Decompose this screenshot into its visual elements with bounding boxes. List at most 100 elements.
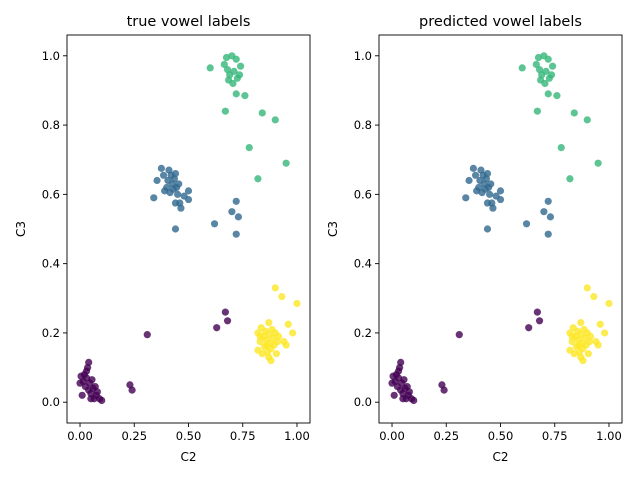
- y-tick-label: 0.0: [354, 395, 372, 409]
- data-point: [546, 213, 555, 221]
- y-tick-label: 0.2: [354, 326, 372, 340]
- y-axis-label: C3: [326, 221, 340, 237]
- data-point: [157, 164, 165, 172]
- data-point: [568, 332, 576, 340]
- data-point: [469, 164, 477, 172]
- data-point: [228, 208, 236, 216]
- data-point: [234, 213, 242, 221]
- data-point: [394, 374, 403, 382]
- x-tick-label: 0.50: [488, 429, 514, 443]
- data-point: [265, 353, 273, 361]
- data-point: [544, 55, 552, 63]
- x-tick-label: 0.00: [379, 429, 405, 443]
- data-point: [540, 208, 548, 216]
- data-point: [88, 376, 96, 384]
- data-point: [271, 116, 279, 124]
- data-point: [256, 332, 264, 340]
- data-point: [541, 79, 549, 88]
- data-point: [592, 337, 600, 346]
- subplot-title: true vowel labels: [127, 14, 251, 30]
- right-subplot: 0.00 0.25 0.50 0.75 1.00 0.0 0.2 0.4 0.6 0.8 1.0 pr…: [326, 14, 623, 464]
- data-point: [390, 391, 398, 399]
- data-point: [583, 116, 591, 124]
- data-point: [177, 204, 185, 212]
- data-point: [254, 175, 262, 183]
- data-point: [213, 324, 221, 332]
- data-point: [596, 320, 604, 328]
- data-point: [496, 187, 505, 195]
- axes-frame: [378, 34, 623, 424]
- data-point: [570, 350, 578, 358]
- y-axis-label: C3: [14, 221, 28, 237]
- data-point: [271, 284, 279, 292]
- y-tick-label: 0.0: [42, 395, 60, 409]
- x-tick-label: 0.75: [230, 429, 256, 443]
- data-point: [272, 350, 280, 358]
- y-tick-label: 0.6: [42, 187, 60, 201]
- y-tick-label: 1.0: [42, 49, 60, 63]
- data-point: [229, 79, 237, 88]
- data-point: [544, 197, 552, 205]
- data-point: [163, 183, 171, 192]
- data-point: [278, 292, 286, 301]
- data-point: [159, 171, 168, 179]
- data-point: [98, 396, 106, 405]
- y-tick-label: 0.4: [354, 257, 372, 271]
- data-point: [184, 187, 193, 195]
- data-point: [533, 107, 541, 115]
- data-point: [462, 194, 470, 202]
- data-point: [236, 62, 245, 70]
- data-point: [487, 180, 495, 188]
- data-point: [583, 284, 591, 292]
- data-point: [153, 176, 161, 185]
- data-point: [245, 143, 253, 152]
- data-point: [220, 60, 228, 69]
- data-point: [542, 67, 550, 75]
- data-point: [78, 391, 86, 399]
- data-point: [544, 230, 552, 238]
- data-point: [232, 197, 240, 205]
- data-point: [601, 329, 609, 337]
- data-point: [483, 169, 492, 178]
- data-point: [263, 341, 271, 349]
- data-point: [533, 308, 541, 316]
- data-point: [405, 388, 413, 396]
- y-tick-label: 0.8: [354, 118, 372, 132]
- data-point: [171, 199, 180, 207]
- data-point: [575, 341, 583, 349]
- data-point: [483, 225, 492, 233]
- data-point: [590, 292, 598, 301]
- data-point: [566, 175, 574, 183]
- data-point: [128, 386, 136, 394]
- data-point: [518, 64, 526, 72]
- data-point: [465, 176, 473, 185]
- data-point: [492, 192, 500, 200]
- data-point: [221, 107, 229, 115]
- y-tick-label: 0.4: [42, 257, 60, 271]
- data-point: [410, 396, 418, 405]
- data-point: [241, 92, 249, 100]
- data-point: [440, 386, 448, 394]
- data-point: [532, 60, 540, 69]
- data-point: [544, 90, 552, 98]
- data-point: [171, 225, 180, 233]
- data-point: [293, 299, 301, 308]
- y-tick-label: 0.2: [42, 326, 60, 340]
- data-point: [400, 376, 408, 384]
- data-point: [82, 367, 91, 375]
- x-tick-label: 1.00: [596, 429, 622, 443]
- x-axis-label: C2: [180, 450, 196, 464]
- data-point: [584, 350, 592, 358]
- data-point: [221, 308, 229, 316]
- data-point: [232, 55, 240, 63]
- data-point: [399, 395, 407, 403]
- data-point: [210, 220, 219, 228]
- data-point: [577, 353, 585, 361]
- data-point: [174, 190, 182, 198]
- axes-frame: [66, 34, 311, 424]
- data-point: [256, 337, 264, 346]
- x-tick-label: 0.25: [433, 429, 459, 443]
- y-tick-label: 0.6: [354, 187, 372, 201]
- data-point: [222, 53, 231, 62]
- data-point: [534, 53, 543, 62]
